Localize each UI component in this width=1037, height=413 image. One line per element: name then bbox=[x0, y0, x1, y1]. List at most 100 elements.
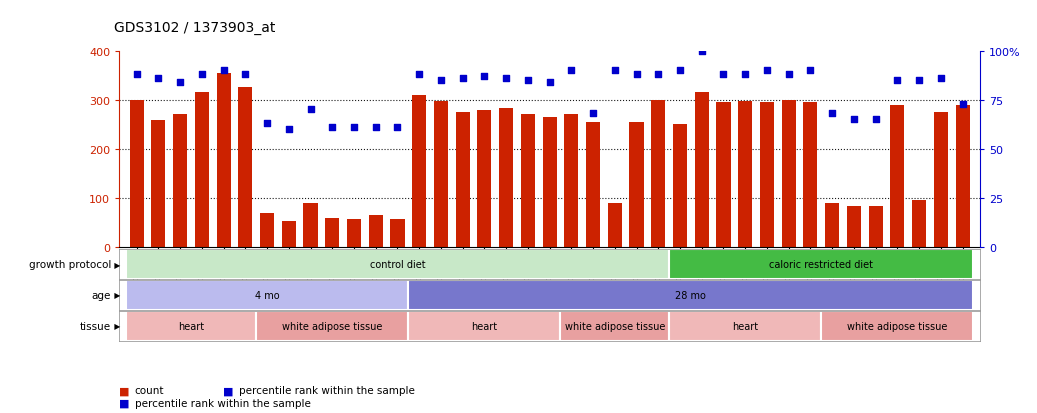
Text: count: count bbox=[135, 385, 164, 395]
Point bbox=[607, 68, 623, 74]
Text: ■: ■ bbox=[119, 385, 130, 395]
Bar bbox=[717, 103, 730, 247]
Bar bbox=[782, 100, 795, 247]
Point bbox=[823, 111, 840, 117]
Bar bbox=[669, 311, 821, 341]
Point bbox=[585, 111, 601, 117]
Point bbox=[432, 78, 449, 84]
Bar bbox=[455, 113, 470, 247]
Point bbox=[259, 121, 276, 127]
Bar bbox=[125, 311, 256, 341]
Bar bbox=[804, 103, 817, 247]
Text: caloric restricted diet: caloric restricted diet bbox=[769, 260, 873, 270]
Text: white adipose tissue: white adipose tissue bbox=[564, 321, 665, 331]
Bar bbox=[629, 122, 644, 247]
Text: age: age bbox=[91, 290, 111, 300]
Bar bbox=[477, 111, 492, 247]
Point bbox=[541, 80, 558, 86]
Point bbox=[803, 68, 819, 74]
Point bbox=[367, 124, 384, 131]
Text: ▶: ▶ bbox=[112, 291, 120, 300]
Bar bbox=[669, 250, 974, 280]
Bar bbox=[256, 311, 409, 341]
Point bbox=[476, 74, 493, 80]
Bar bbox=[933, 113, 948, 247]
Bar bbox=[695, 93, 709, 247]
Bar bbox=[347, 219, 361, 247]
Bar bbox=[304, 203, 317, 247]
Text: control diet: control diet bbox=[369, 260, 425, 270]
Bar bbox=[125, 250, 669, 280]
Bar bbox=[130, 100, 144, 247]
Bar bbox=[282, 222, 296, 247]
Point bbox=[650, 72, 667, 78]
Point bbox=[672, 68, 689, 74]
Text: white adipose tissue: white adipose tissue bbox=[282, 321, 383, 331]
Bar bbox=[869, 207, 882, 247]
Bar bbox=[955, 105, 970, 247]
Point bbox=[867, 117, 884, 123]
Point bbox=[716, 72, 732, 78]
Text: GDS3102 / 1373903_at: GDS3102 / 1373903_at bbox=[114, 21, 276, 35]
Bar bbox=[821, 311, 974, 341]
Text: 28 mo: 28 mo bbox=[675, 290, 706, 300]
Text: tissue: tissue bbox=[80, 321, 111, 331]
Point bbox=[411, 72, 427, 78]
Bar bbox=[409, 280, 974, 310]
Bar bbox=[651, 100, 666, 247]
Text: heart: heart bbox=[732, 321, 758, 331]
Bar bbox=[412, 95, 426, 247]
Bar bbox=[217, 74, 230, 247]
Bar bbox=[151, 121, 166, 247]
Bar bbox=[760, 103, 774, 247]
Bar bbox=[586, 122, 600, 247]
Text: ■: ■ bbox=[119, 398, 130, 408]
Text: percentile rank within the sample: percentile rank within the sample bbox=[239, 385, 415, 395]
Bar bbox=[173, 115, 187, 247]
Bar bbox=[847, 207, 861, 247]
Point bbox=[345, 124, 362, 131]
Text: ▶: ▶ bbox=[112, 321, 120, 330]
Point bbox=[237, 72, 254, 78]
Point bbox=[520, 78, 536, 84]
Point bbox=[781, 72, 797, 78]
Bar bbox=[195, 93, 208, 247]
Point bbox=[216, 68, 232, 74]
Point bbox=[737, 72, 754, 78]
Point bbox=[129, 72, 145, 78]
Bar bbox=[125, 280, 409, 310]
Bar bbox=[673, 125, 688, 247]
Bar bbox=[891, 105, 904, 247]
Text: ▶: ▶ bbox=[112, 260, 120, 269]
Bar bbox=[433, 102, 448, 247]
Bar bbox=[326, 218, 339, 247]
Point bbox=[889, 78, 905, 84]
Bar bbox=[409, 311, 560, 341]
Text: ■: ■ bbox=[223, 385, 233, 395]
Point bbox=[194, 72, 211, 78]
Point bbox=[454, 76, 471, 82]
Point bbox=[498, 76, 514, 82]
Point bbox=[628, 72, 645, 78]
Point bbox=[694, 48, 710, 55]
Point bbox=[324, 124, 340, 131]
Point bbox=[845, 117, 862, 123]
Point bbox=[150, 76, 167, 82]
Text: heart: heart bbox=[472, 321, 498, 331]
Bar bbox=[499, 109, 513, 247]
Bar bbox=[560, 311, 669, 341]
Point bbox=[280, 126, 297, 133]
Bar bbox=[913, 201, 926, 247]
Bar bbox=[390, 219, 404, 247]
Bar bbox=[608, 203, 622, 247]
Text: 4 mo: 4 mo bbox=[255, 290, 279, 300]
Point bbox=[759, 68, 776, 74]
Point bbox=[172, 80, 189, 86]
Text: percentile rank within the sample: percentile rank within the sample bbox=[135, 398, 311, 408]
Bar bbox=[564, 115, 579, 247]
Point bbox=[932, 76, 949, 82]
Bar bbox=[521, 115, 535, 247]
Point bbox=[302, 107, 318, 114]
Bar bbox=[825, 203, 839, 247]
Point bbox=[389, 124, 405, 131]
